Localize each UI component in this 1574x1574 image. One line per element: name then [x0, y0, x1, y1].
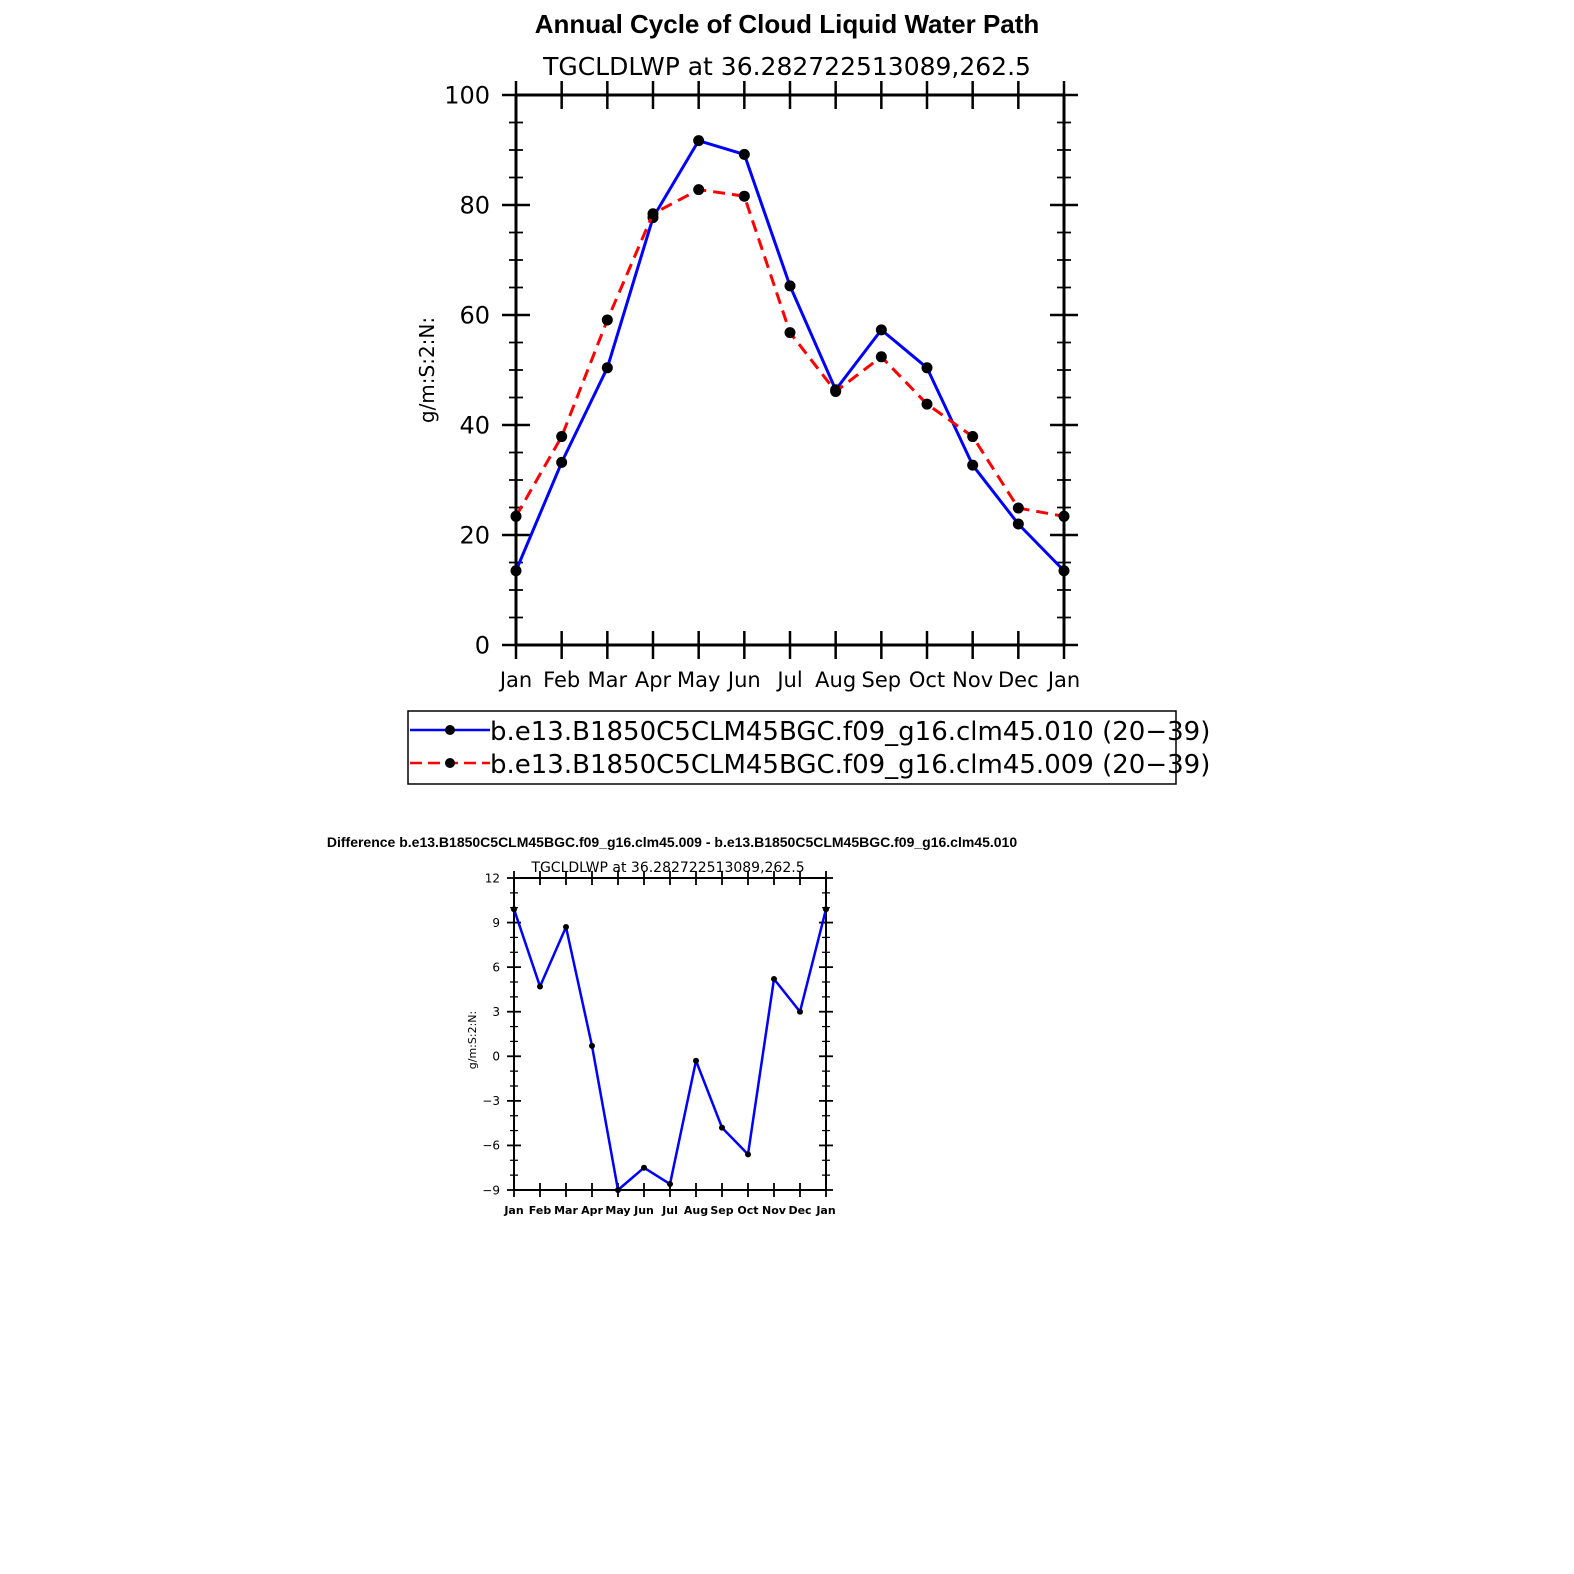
x-tick-label: Jul — [775, 668, 802, 692]
data-point — [823, 906, 829, 913]
x-tick-label: Feb — [543, 668, 580, 692]
data-point — [615, 1187, 621, 1193]
difference-chart: Difference b.e13.B1850C5CLM45BGC.f09_g16… — [327, 834, 1017, 1217]
data-point — [537, 983, 543, 990]
x-tick-label: Jan — [815, 1204, 835, 1217]
y-tick-label: 12 — [485, 871, 500, 885]
data-point — [967, 459, 979, 471]
difference-y-axis-label: g/m:S:2:N: — [466, 1011, 479, 1069]
data-point — [784, 327, 796, 339]
y-tick-label: −9 — [482, 1183, 500, 1197]
x-tick-label: Dec — [788, 1204, 811, 1217]
legend-marker-red — [445, 758, 455, 768]
legend-box — [407, 710, 1177, 785]
y-tick-label: 0 — [475, 632, 490, 660]
y-axis-label: g/m:S:2:N: — [415, 317, 439, 423]
data-point — [745, 1151, 751, 1158]
legend-label-red: b.e13.B1850C5CLM45BGC.f09_g16.clm45.009 … — [490, 750, 1210, 780]
x-tick-label: Jan — [498, 668, 532, 692]
x-tick-label: Apr — [581, 1204, 603, 1217]
x-tick-label: Apr — [635, 668, 672, 692]
data-point — [771, 976, 777, 983]
y-tick-label: 6 — [492, 960, 500, 974]
data-point — [510, 510, 522, 522]
data-point — [511, 906, 517, 913]
x-tick-label: Jun — [726, 668, 761, 692]
y-tick-label: 80 — [459, 192, 490, 220]
x-tick-label: Aug — [815, 668, 856, 692]
y-tick-label: 3 — [492, 1005, 500, 1019]
data-point — [967, 431, 979, 443]
data-point — [589, 1042, 595, 1049]
x-tick-label: Mar — [588, 668, 628, 692]
data-point — [693, 135, 705, 147]
y-tick-label: −3 — [482, 1094, 500, 1108]
data-point — [563, 924, 569, 931]
data-point — [1012, 518, 1024, 530]
x-tick-label: Oct — [737, 1204, 758, 1217]
data-point — [875, 351, 887, 363]
data-point — [921, 398, 933, 410]
data-point — [601, 314, 613, 326]
data-point — [784, 280, 796, 292]
x-tick-label: Aug — [684, 1204, 708, 1217]
legend-label-blue: b.e13.B1850C5CLM45BGC.f09_g16.clm45.010 … — [490, 717, 1210, 747]
difference-title: Difference b.e13.B1850C5CLM45BGC.f09_g16… — [327, 834, 1017, 850]
x-tick-label: Sep — [710, 1204, 733, 1217]
x-tick-label: Jan — [503, 1204, 523, 1217]
data-point — [875, 324, 887, 336]
y-tick-label: 60 — [459, 302, 490, 330]
data-point — [601, 362, 613, 374]
x-tick-label: Jan — [1046, 668, 1080, 692]
y-tick-label: 9 — [492, 916, 500, 930]
x-tick-label: Nov — [952, 668, 993, 692]
data-point — [797, 1008, 803, 1015]
data-point — [1058, 510, 1070, 522]
data-point — [641, 1164, 647, 1171]
data-point — [921, 362, 933, 374]
y-tick-label: 100 — [444, 82, 490, 110]
data-point — [667, 1181, 673, 1188]
data-point — [1012, 502, 1024, 514]
legend-marker-blue — [445, 725, 455, 735]
data-point — [1058, 565, 1070, 577]
x-tick-label: Sep — [862, 668, 902, 692]
chart-title: Annual Cycle of Cloud Liquid Water Path — [535, 9, 1040, 39]
data-point — [556, 431, 568, 443]
x-tick-label: Nov — [762, 1204, 787, 1217]
data-point — [693, 1057, 699, 1064]
data-point — [719, 1124, 725, 1131]
y-tick-label: 40 — [459, 412, 490, 440]
x-tick-label: May — [677, 668, 720, 692]
x-tick-label: May — [605, 1204, 630, 1217]
data-point — [738, 148, 750, 160]
annual-cycle-chart: Annual Cycle of Cloud Liquid Water Path … — [407, 9, 1210, 785]
x-tick-label: Jun — [633, 1204, 654, 1217]
data-point — [738, 190, 750, 202]
difference-subtitle: TGCLDLWP at 36.282722513089,262.5 — [530, 860, 804, 876]
y-tick-label: 0 — [492, 1050, 500, 1064]
x-tick-label: Oct — [909, 668, 945, 692]
y-tick-label: 20 — [459, 522, 490, 550]
chart-subtitle: TGCLDLWP at 36.282722513089,262.5 — [542, 52, 1031, 81]
data-point — [693, 184, 705, 196]
x-tick-label: Feb — [529, 1204, 552, 1217]
data-point — [647, 208, 659, 220]
data-point — [556, 456, 568, 468]
data-point — [830, 385, 842, 397]
legend: b.e13.B1850C5CLM45BGC.f09_g16.clm45.010 … — [407, 710, 1210, 785]
x-tick-label: Dec — [998, 668, 1039, 692]
y-tick-label: −6 — [482, 1139, 500, 1153]
x-tick-label: Jul — [661, 1204, 678, 1217]
x-tick-label: Mar — [554, 1204, 578, 1217]
data-point — [510, 565, 522, 577]
